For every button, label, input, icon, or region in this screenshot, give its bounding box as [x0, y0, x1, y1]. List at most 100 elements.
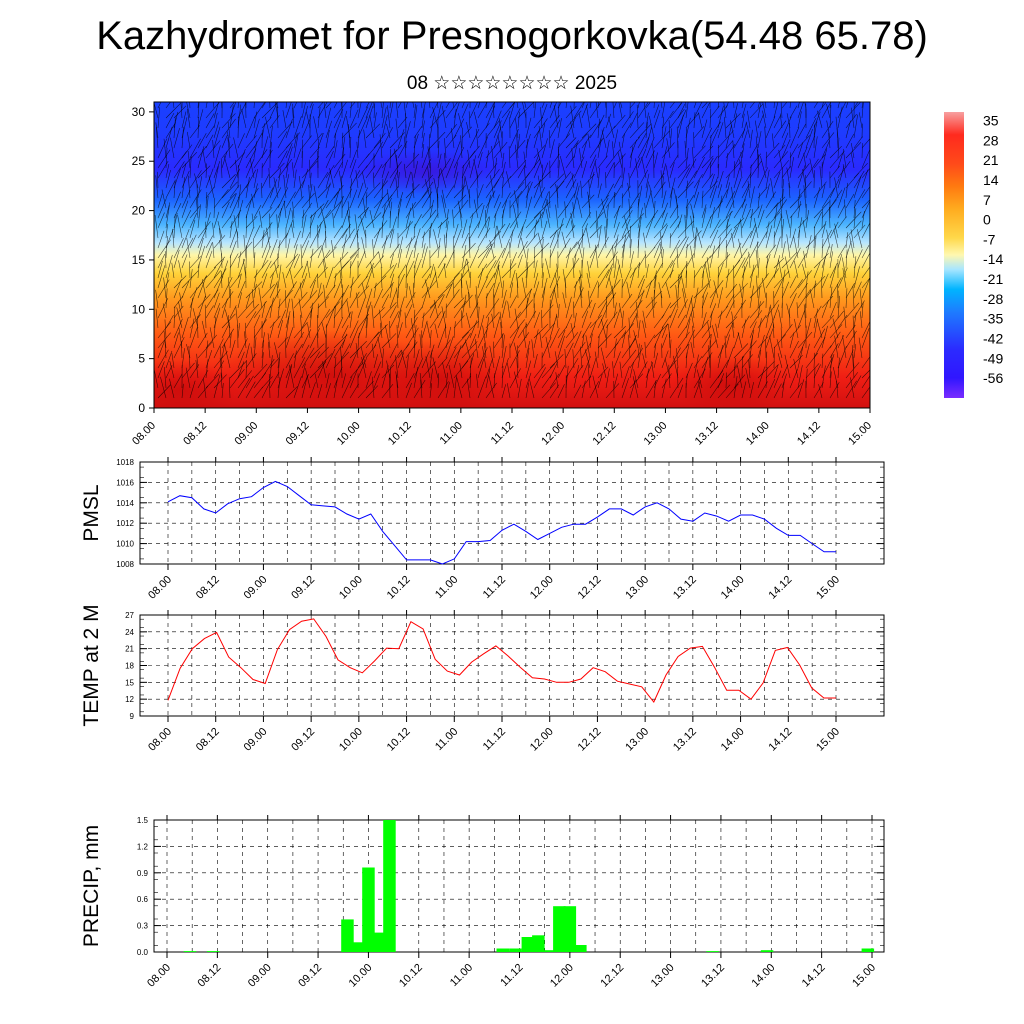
- wind-barb: [677, 331, 690, 349]
- wind-barb: [760, 155, 767, 179]
- wind-barb: [469, 221, 480, 239]
- wind-barb: [419, 334, 423, 359]
- wind-barb: [717, 287, 723, 309]
- wind-barb: [797, 289, 811, 309]
- wind-barb: [269, 187, 282, 209]
- wind-barb: [529, 378, 535, 399]
- wind-barb: [850, 377, 855, 399]
- wind-barb: [347, 201, 351, 219]
- wind-barb: [709, 207, 715, 229]
- wind-barb: [789, 340, 799, 359]
- wind-barb: [268, 168, 271, 189]
- wind-barb: [429, 368, 433, 389]
- wind-barb: [477, 248, 490, 269]
- x-tick-label: 14.12: [800, 962, 828, 990]
- wind-barb: [212, 102, 215, 109]
- wind-barb: [548, 130, 551, 149]
- wind-barb: [412, 102, 415, 109]
- wind-barb: [757, 350, 762, 369]
- wind-barb: [285, 174, 290, 189]
- wind-barb: [317, 222, 322, 239]
- wind-barb: [612, 285, 615, 309]
- wind-barb: [645, 181, 649, 199]
- x-tick-label: 13.12: [671, 726, 699, 754]
- wind-barb: [213, 302, 221, 319]
- wind-barb: [757, 318, 762, 339]
- wind-barb: [515, 118, 519, 139]
- wind-barb: [349, 383, 359, 399]
- wind-barb: [645, 280, 652, 299]
- wind-barb: [461, 102, 465, 109]
- wind-barb: [325, 284, 336, 299]
- wind-barb: [301, 192, 315, 209]
- wind-barb: [205, 305, 214, 319]
- wind-barb: [613, 129, 619, 149]
- wind-barb: [443, 234, 447, 259]
- wind-barb: [277, 368, 284, 389]
- wind-barb: [237, 322, 240, 339]
- wind-barb: [597, 138, 602, 159]
- wind-barb: [850, 142, 855, 159]
- wind-barb: [277, 336, 289, 349]
- wind-barb: [525, 360, 532, 379]
- wind-barb: [229, 369, 245, 389]
- wind-barb: [845, 302, 860, 319]
- wind-barb: [604, 226, 607, 249]
- wind-barb: [458, 113, 463, 129]
- wind-barb: [362, 197, 367, 219]
- wind-barb: [274, 262, 279, 279]
- wind-barb: [661, 190, 667, 209]
- wind-barb: [541, 382, 556, 399]
- wind-barb: [749, 264, 757, 279]
- wind-barb: [829, 262, 838, 279]
- wind-barb: [757, 114, 764, 129]
- wind-barb: [477, 152, 483, 169]
- wind-barb: [165, 223, 168, 239]
- wind-barb: [476, 171, 479, 189]
- wind-barb: [803, 250, 807, 269]
- wind-barb: [501, 280, 505, 299]
- y-tick-label: 12: [125, 695, 134, 704]
- wind-barb: [245, 381, 256, 399]
- wind-barb: [173, 214, 176, 239]
- wind-barb: [421, 280, 437, 299]
- wind-barb: [741, 315, 750, 329]
- wind-barb: [253, 337, 257, 359]
- wind-barb: [421, 312, 425, 329]
- wind-barb: [557, 160, 560, 179]
- wind-barb: [181, 362, 195, 379]
- wind-barb: [357, 285, 370, 299]
- wind-barb: [628, 317, 631, 339]
- wind-barb: [493, 261, 500, 279]
- wind-barb: [541, 263, 544, 279]
- wind-barb: [261, 136, 269, 159]
- wind-barb: [189, 156, 192, 179]
- wind-barb: [485, 382, 497, 399]
- wind-barb: [653, 152, 658, 169]
- wind-barb: [717, 224, 731, 239]
- wind-barb: [245, 343, 250, 359]
- wind-barb: [829, 277, 842, 299]
- wind-barb: [581, 102, 585, 109]
- wind-barb: [493, 126, 502, 149]
- wind-barb: [389, 273, 395, 289]
- wind-barb: [427, 166, 431, 189]
- wind-barb: [507, 362, 511, 379]
- wind-barb: [219, 357, 223, 379]
- wind-barb: [764, 126, 767, 149]
- wind-barb: [669, 339, 672, 359]
- wind-barb: [805, 135, 815, 159]
- wind-barb: [845, 211, 862, 229]
- wind-barb: [453, 321, 456, 339]
- wind-barb: [251, 288, 255, 309]
- wind-barb: [781, 218, 784, 239]
- wind-barb: [850, 229, 855, 249]
- wind-barb: [323, 102, 327, 119]
- wind-barb: [621, 267, 632, 289]
- wind-barb: [253, 319, 267, 339]
- wind-barb: [365, 301, 372, 319]
- wind-barb: [227, 131, 231, 149]
- y-tick-label: 1.2: [137, 842, 149, 851]
- wind-barb: [373, 331, 382, 349]
